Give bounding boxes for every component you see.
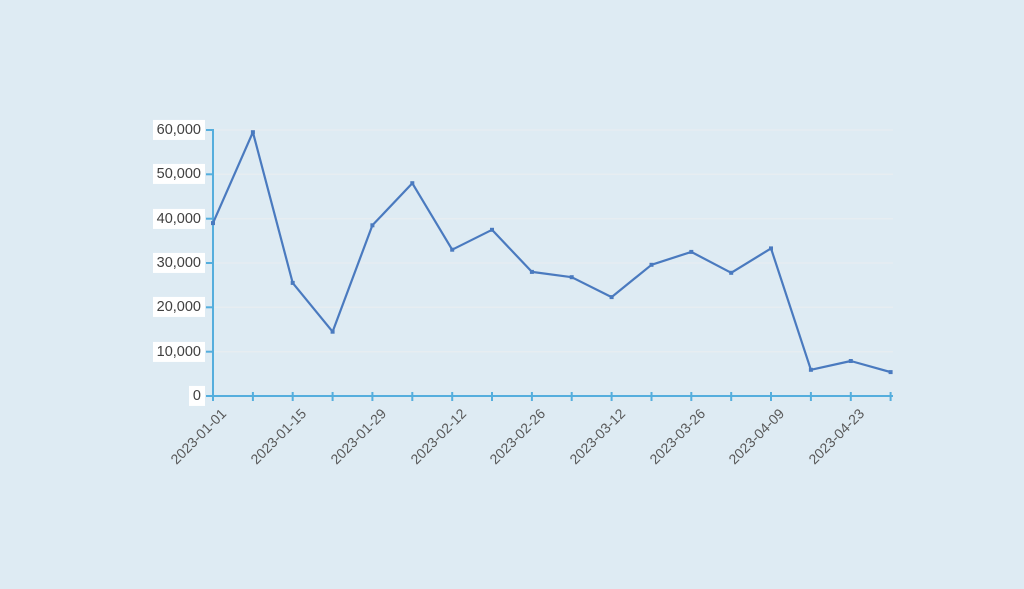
data-point-marker	[769, 246, 773, 251]
data-point-marker	[609, 295, 614, 300]
data-point-marker	[250, 130, 255, 135]
series-line	[211, 131, 892, 374]
data-point-marker	[330, 329, 335, 334]
data-point-marker	[410, 181, 415, 186]
data-point-marker	[370, 223, 375, 228]
data-point-marker	[848, 359, 853, 363]
data-point-marker	[290, 280, 295, 285]
data-point-marker	[888, 370, 893, 375]
data-point-marker	[649, 262, 654, 267]
data-point-marker	[450, 247, 455, 252]
data-point-marker	[211, 221, 215, 226]
data-point-marker	[808, 367, 813, 372]
data-point-marker	[729, 270, 734, 275]
data-point-marker	[490, 227, 494, 232]
data-point-marker	[529, 269, 534, 274]
data-point-marker	[569, 275, 574, 280]
data-point-marker	[689, 249, 694, 254]
